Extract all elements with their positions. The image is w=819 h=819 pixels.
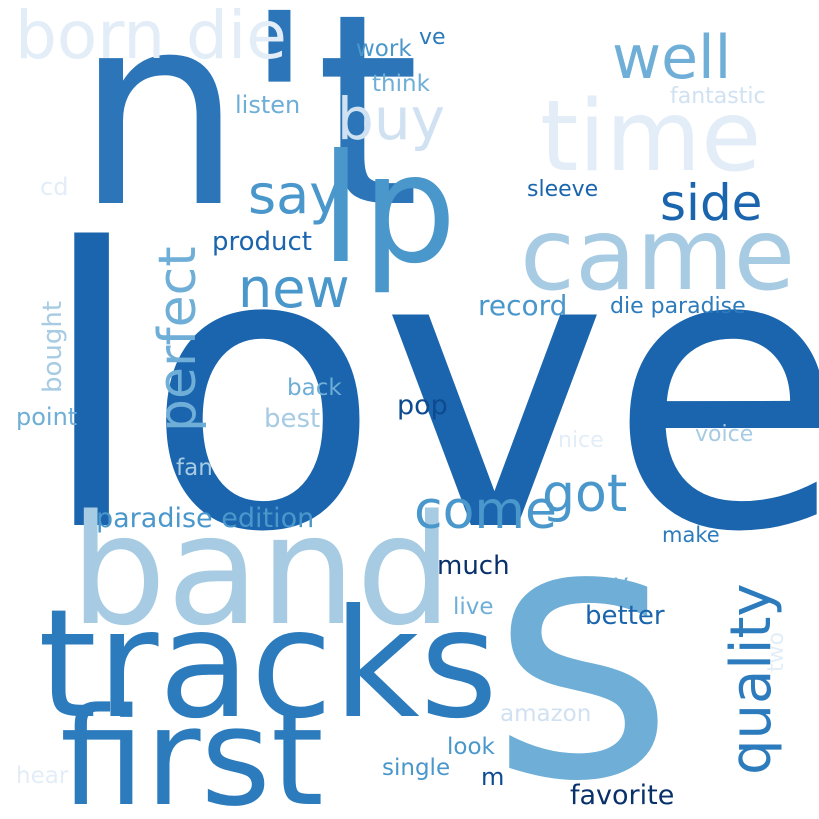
word-ve: ve	[419, 25, 446, 50]
word-point: point	[16, 403, 78, 431]
word-m: m	[481, 763, 505, 791]
word-came: came	[520, 196, 796, 313]
word-two: two	[764, 631, 789, 672]
word-product: product	[212, 227, 313, 257]
word-look: look	[447, 734, 495, 760]
word-born-die: born die	[15, 0, 287, 74]
word-say: say	[248, 163, 342, 226]
word-work: work	[356, 36, 412, 62]
word-time: time	[540, 80, 762, 194]
word-nice: nice	[558, 428, 604, 453]
word-fan: fan	[176, 455, 213, 481]
word-love: love	[38, 168, 819, 616]
word-pop: pop	[397, 390, 448, 421]
word-single: single	[382, 755, 451, 781]
word-come: come	[414, 481, 558, 541]
word-make: make	[662, 523, 720, 547]
word-lp: lp	[320, 123, 457, 297]
word-favorite: favorite	[570, 780, 675, 811]
word-paradise-edition: paradise edition	[96, 503, 315, 534]
word-first: first	[60, 679, 324, 819]
word-well: well	[612, 23, 732, 93]
word-best: best	[264, 404, 321, 434]
word-side: side	[660, 174, 763, 232]
word-sleeve: sleeve	[527, 177, 599, 202]
word-voice: voice	[695, 422, 754, 447]
word-got: got	[542, 464, 628, 524]
word-quality: quality	[719, 583, 784, 775]
word-listen: listen	[235, 91, 301, 119]
word-bought: bought	[38, 300, 68, 393]
word-much: much	[437, 551, 510, 581]
word-fantastic: fantastic	[670, 84, 766, 109]
word-tracks: tracks	[38, 578, 498, 752]
word-back: back	[287, 375, 342, 401]
word-think: think	[372, 71, 430, 97]
word-die-paradise: die paradise	[610, 294, 746, 319]
word-new: new	[238, 257, 350, 320]
word-cd: cd	[40, 173, 69, 201]
word-s: s	[490, 445, 675, 819]
word-hear: hear	[16, 763, 69, 789]
word-better: better	[585, 601, 665, 631]
word-band: band	[70, 482, 453, 659]
word-way: way	[578, 568, 629, 597]
word-record: record	[478, 289, 568, 322]
word-perfect: perfect	[148, 246, 208, 432]
word-nt: n't	[75, 0, 420, 266]
word-amazon: amazon	[500, 701, 592, 727]
word-buy: buy	[337, 85, 445, 153]
word-live: live	[453, 594, 494, 620]
